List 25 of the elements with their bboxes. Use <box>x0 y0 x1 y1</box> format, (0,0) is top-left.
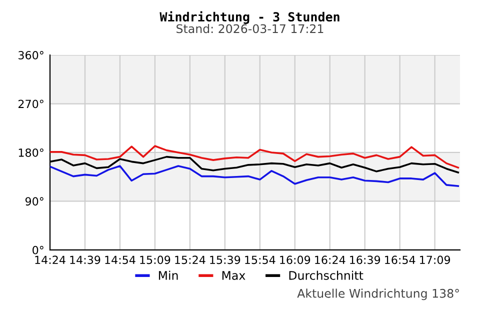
x-tick-label: 15:39 <box>210 256 240 264</box>
x-tick-label: 16:09 <box>280 256 310 264</box>
text: Aktuelle Windrichtung 138° <box>297 288 459 300</box>
legend-label: Max <box>222 271 246 280</box>
x-tick-label: 15:09 <box>140 256 170 264</box>
y-tick-label: 180° <box>18 148 44 157</box>
chart-subtitle: Stand: 2026-03-17 17:21 <box>176 24 324 34</box>
x-tick-label: 16:24 <box>315 256 346 264</box>
x-tick-label: 16:39 <box>350 256 380 264</box>
x-tick-label: 16:54 <box>385 256 416 264</box>
legend-label: Durchschnitt <box>289 270 364 280</box>
y-tick-label: 0° <box>32 246 44 254</box>
x-tick-label: 14:24 <box>35 256 66 264</box>
x-tick-label: 15:24 <box>175 256 206 264</box>
legend-label: Min <box>158 270 178 280</box>
x-tick-label: 14:54 <box>105 256 136 264</box>
chart-title: Windrichtung - 3 Stunden <box>160 11 340 24</box>
line-series <box>50 145 460 169</box>
line-series <box>50 165 460 187</box>
x-tick-label: 14:39 <box>70 256 100 264</box>
x-tick-label: 17:09 <box>420 256 450 264</box>
y-tick-label: 270° <box>18 100 44 108</box>
y-tick-label: 90° <box>25 197 44 206</box>
y-tick-label: 360° <box>18 51 44 60</box>
x-tick-label: 15:54 <box>245 256 276 264</box>
